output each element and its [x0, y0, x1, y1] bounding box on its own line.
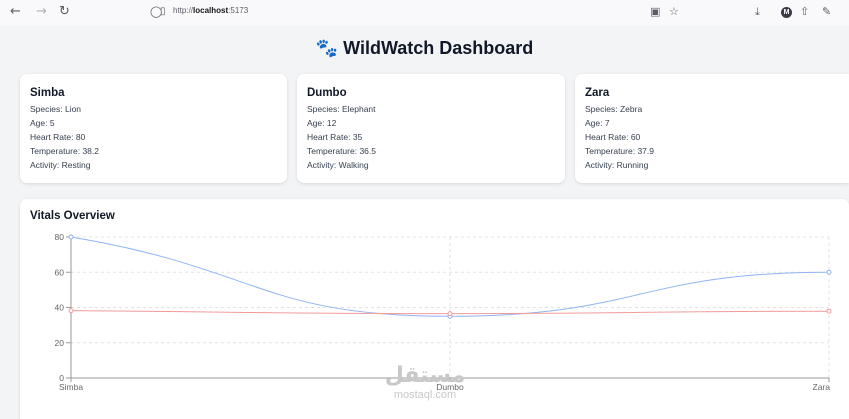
- back-arrow-icon[interactable]: ←: [10, 4, 21, 19]
- x-tick-label: Simba: [59, 382, 83, 392]
- animal-card-simba: Simba Species: Lion Age: 5 Heart Rate: 8…: [20, 74, 287, 183]
- url-prefix: http://: [173, 6, 194, 15]
- animal-heart-rate: Heart Rate: 60: [585, 132, 641, 142]
- animal-age: Age: 5: [30, 118, 55, 128]
- animal-name: Zara: [585, 87, 610, 99]
- address-bar[interactable]: ◯ ▯ http://localhost:5173 ▣ ☆: [140, 3, 688, 22]
- animal-name: Dumbo: [307, 87, 347, 99]
- animal-temperature: Temperature: 36.5: [307, 146, 376, 156]
- series-point-0: [826, 269, 832, 275]
- extension-icon[interactable]: ✎: [822, 5, 832, 18]
- series-point-1: [826, 308, 832, 314]
- reload-icon[interactable]: ↻: [59, 4, 70, 19]
- downloads-icon[interactable]: ⤓: [755, 5, 760, 18]
- forward-arrow-icon[interactable]: →: [36, 4, 47, 19]
- animal-heart-rate: Heart Rate: 80: [30, 132, 86, 142]
- y-tick-label: 0: [59, 373, 64, 383]
- vitals-line-chart: 0 20 40 60 80 Simba Dumbo Zara: [55, 232, 832, 392]
- shield-icon[interactable]: ◯: [150, 5, 163, 18]
- bookmark-star-icon[interactable]: ☆: [669, 5, 679, 18]
- animal-species: Species: Elephant: [307, 104, 376, 114]
- x-tick-label: Zara: [813, 382, 831, 392]
- animal-card-dumbo: Dumbo Species: Elephant Age: 12 Heart Ra…: [297, 74, 565, 183]
- series-point-1: [68, 308, 74, 314]
- watermark-arabic: مستقل: [384, 363, 466, 388]
- watermark: مستقل mostaql.com: [370, 364, 480, 402]
- page-icon[interactable]: ▯: [160, 6, 166, 17]
- y-tick-label: 80: [55, 232, 65, 242]
- animal-species: Species: Lion: [30, 104, 82, 114]
- series-point-0: [68, 234, 74, 240]
- x-tick-label: Dumbo: [436, 382, 464, 392]
- animal-age: Age: 12: [307, 118, 337, 128]
- animal-activity: Activity: Walking: [307, 160, 369, 170]
- animal-name: Simba: [30, 87, 65, 99]
- page-title: 🐾 WildWatch Dashboard: [0, 38, 849, 59]
- share-icon[interactable]: ⇧: [800, 5, 810, 18]
- y-tick-label: 20: [55, 338, 65, 348]
- animal-heart-rate: Heart Rate: 35: [307, 132, 363, 142]
- page-title-text: WildWatch Dashboard: [343, 38, 534, 58]
- reader-view-icon[interactable]: ▣: [650, 5, 661, 18]
- url-port: :5173: [228, 6, 249, 15]
- watermark-latin: mostaql.com: [393, 389, 457, 401]
- y-tick-label: 60: [55, 267, 65, 277]
- series-point-1: [447, 311, 453, 317]
- animal-temperature: Temperature: 38.2: [30, 146, 99, 156]
- chart-title: Vitals Overview: [30, 210, 115, 222]
- animal-species: Species: Zebra: [585, 104, 643, 114]
- url-host: localhost: [193, 6, 229, 15]
- vitals-chart-panel: Vitals Overview 0 20 40 60 80 Simba Dumbo Zara: [20, 199, 849, 419]
- account-avatar[interactable]: M: [781, 7, 792, 18]
- animal-age: Age: 7: [585, 118, 610, 128]
- animal-activity: Activity: Running: [585, 160, 649, 170]
- y-tick-label: 40: [55, 303, 65, 313]
- browser-toolbar: ← → ↻ ◯ ▯ http://localhost:5173 ▣ ☆ ⤓ M …: [0, 0, 849, 26]
- paw-prints-icon: 🐾: [315, 38, 339, 58]
- animal-temperature: Temperature: 37.9: [585, 146, 654, 156]
- animal-card-zara: Zara Species: Zebra Age: 7 Heart Rate: 6…: [575, 74, 849, 183]
- animal-activity: Activity: Resting: [30, 160, 91, 170]
- url-text[interactable]: http://localhost:5173: [173, 6, 248, 15]
